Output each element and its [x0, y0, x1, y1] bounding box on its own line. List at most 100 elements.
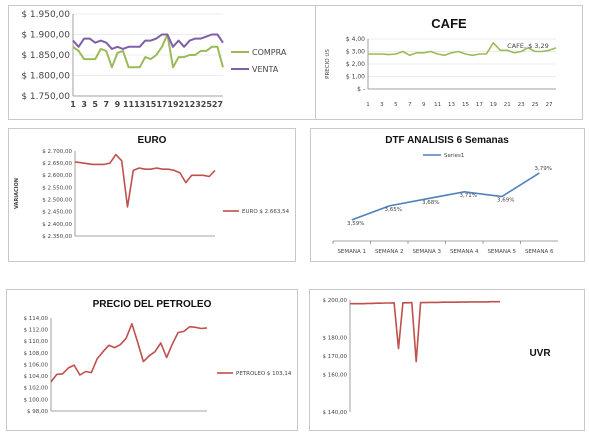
- legend-label: COMPRA: [252, 48, 287, 57]
- y-tick-label: $ 1.900,00: [21, 31, 70, 41]
- data-label: 3,68%: [422, 200, 439, 206]
- y-tick-label: $ 110,00: [24, 339, 49, 345]
- series-line-uvr: [350, 300, 500, 363]
- x-tick-label: 19: [490, 102, 497, 108]
- x-tick-label: SEMANA 4: [450, 249, 479, 255]
- y-tick-label: $ 1.850,00: [21, 51, 70, 61]
- chart-title: EURO: [138, 135, 167, 146]
- y-tick-label: $ 200,00: [323, 298, 348, 304]
- x-tick-label: SEMANA 6: [525, 249, 554, 255]
- chart-dtf-svg: DTF ANALISIS 6 Semanas Series1 3,59% 3,65% 3…: [332, 135, 558, 255]
- data-label: 3,79%: [535, 166, 552, 172]
- data-label: 3,71%: [460, 193, 477, 199]
- legend-label: Series1: [444, 153, 464, 159]
- y-tick-label: $ 112,00: [24, 328, 49, 334]
- y-tick-label: $ 180,00: [323, 335, 348, 341]
- y-tick-label: $ 3,00: [346, 49, 365, 56]
- x-tick-label: SEMANA 5: [487, 249, 516, 255]
- y-tick-label: $ 98,00: [27, 409, 48, 415]
- x-tick-label: 17: [156, 100, 167, 109]
- y-tick-label: $ 160,00: [323, 373, 348, 379]
- y-tick-label: $ 2.500,00: [42, 197, 72, 203]
- chart-panel-dolar: $ 1.750,00 $ 1.800,00 $ 1.850,00 $ 1.900,00…: [8, 5, 318, 120]
- y-tick-label: $ 102,00: [24, 386, 49, 392]
- series-line-cafe: [368, 41, 557, 57]
- chart-title: PRECIO DEL PETROLEO: [93, 299, 212, 310]
- y-tick-label: $ 2.700,00: [42, 149, 72, 155]
- x-tick-label: 5: [92, 100, 98, 109]
- chart-panel-euro: EURO VARIACION $ 2.350,00 $ 2.400,00 $ 2.450…: [8, 128, 296, 262]
- x-tick-label: 11: [434, 102, 441, 108]
- y-tick-label: $ 1.800,00: [21, 72, 70, 82]
- legend-label: EURO $ 2.663,54: [242, 209, 290, 215]
- y-tick-label: $ 2.400,00: [42, 222, 72, 228]
- y-tick-label: $ 104,00: [24, 374, 49, 380]
- x-tick-label: 3: [81, 100, 87, 109]
- series-line-petroleo: [50, 322, 208, 383]
- series-line-compra: [72, 33, 224, 69]
- x-tick-label: 15: [145, 100, 157, 109]
- x-tick-label: 5: [394, 102, 398, 108]
- x-tick-label: 21: [179, 100, 191, 109]
- y-axis-title: PRECIO US: [325, 49, 331, 79]
- data-label: 3,65%: [385, 207, 402, 213]
- y-tick-label: $ 2.550,00: [42, 185, 72, 191]
- chart-panel-dtf: DTF ANALISIS 6 Semanas Series1 3,59% 3,65% 3…: [310, 128, 585, 262]
- x-tick-label: 21: [504, 102, 511, 108]
- y-tick-label: $ 4,00: [346, 36, 365, 43]
- y-tick-label: $ -: [357, 86, 365, 93]
- series-line-venta: [72, 33, 224, 50]
- chart-title: CAFE: [431, 16, 467, 31]
- plot-area: EURO VARIACION $ 2.350,00 $ 2.400,00 $ 2.450…: [14, 135, 290, 240]
- y-tick-label: $ 114,00: [24, 316, 49, 322]
- y-tick-label: $ 100,00: [24, 397, 49, 403]
- y-tick-label: $ 1,00: [346, 74, 365, 81]
- data-label: 3,69%: [497, 197, 514, 203]
- x-tick-label: 1: [70, 100, 76, 109]
- legend-label: PETROLEO $ 103,14: [236, 371, 292, 377]
- y-axis-title: VARIACION: [14, 178, 20, 209]
- x-tick-label: 23: [518, 102, 525, 108]
- y-tick-label: $ 2.450,00: [42, 210, 72, 216]
- y-tick-label: $ 140,00: [323, 410, 348, 416]
- plot-area: CAFE PRECIO US $ - $ 1,00 $ 2,00 $ 3,00 $ 4,00…: [325, 16, 557, 108]
- x-tick-label: 13: [134, 100, 145, 109]
- x-tick-label: 25: [532, 102, 539, 108]
- x-tick-label: 15: [462, 102, 469, 108]
- plot-area: DTF ANALISIS 6 Semanas Series1 3,59% 3,65% 3…: [332, 135, 558, 255]
- x-tick-label: 11: [123, 100, 135, 109]
- y-tick-label: $ 1.950,00: [21, 10, 70, 20]
- chart-title: DTF ANALISIS 6 Semanas: [385, 135, 509, 146]
- plot-area: $ 1.750,00 $ 1.800,00 $ 1.850,00 $ 1.900,00…: [21, 10, 287, 109]
- chart-dolar-svg: $ 1.750,00 $ 1.800,00 $ 1.850,00 $ 1.900,00…: [21, 10, 287, 109]
- x-tick-label: 9: [115, 100, 121, 109]
- plot-area: PRECIO DEL PETROLEO $ 98,00 $ 100,00 $ 102,…: [24, 299, 292, 415]
- x-tick-label: 13: [448, 102, 455, 108]
- x-tick-label: 23: [190, 100, 201, 109]
- series-line-series1: [351, 172, 540, 221]
- x-tick-label: 7: [408, 102, 412, 108]
- x-tick-label: 9: [422, 102, 426, 108]
- y-tick-label: $ 2.650,00: [42, 161, 72, 167]
- x-tick-label: 3: [380, 102, 384, 108]
- data-label: CAFE, $ 3,29: [507, 42, 549, 50]
- x-tick-label: 25: [201, 100, 213, 109]
- chart-cafe-svg: CAFE PRECIO US $ - $ 1,00 $ 2,00 $ 3,00 $ 4,00…: [325, 16, 557, 108]
- chart-petroleo-svg: PRECIO DEL PETROLEO $ 98,00 $ 100,00 $ 102,…: [24, 299, 292, 415]
- y-tick-label: $ 1.750,00: [21, 92, 70, 102]
- y-tick-label: $ 2,00: [346, 61, 365, 68]
- y-tick-label: $ 106,00: [24, 362, 49, 368]
- chart-panel-petroleo: PRECIO DEL PETROLEO $ 98,00 $ 100,00 $ 102,…: [6, 289, 298, 431]
- x-tick-label: 1: [366, 102, 370, 108]
- chart-title: UVR: [529, 348, 551, 359]
- x-tick-label: 7: [104, 100, 110, 109]
- chart-euro-svg: EURO VARIACION $ 2.350,00 $ 2.400,00 $ 2.450…: [14, 135, 290, 240]
- x-tick-label: 17: [476, 102, 483, 108]
- x-tick-label: SEMANA 2: [375, 249, 404, 255]
- y-tick-label: $ 2.600,00: [42, 173, 72, 179]
- y-tick-label: $ 108,00: [24, 351, 49, 357]
- data-label: 3,59%: [347, 221, 364, 227]
- legend-label: VENTA: [252, 65, 279, 74]
- x-tick-label: 27: [546, 102, 553, 108]
- x-tick-label: SEMANA 1: [337, 249, 366, 255]
